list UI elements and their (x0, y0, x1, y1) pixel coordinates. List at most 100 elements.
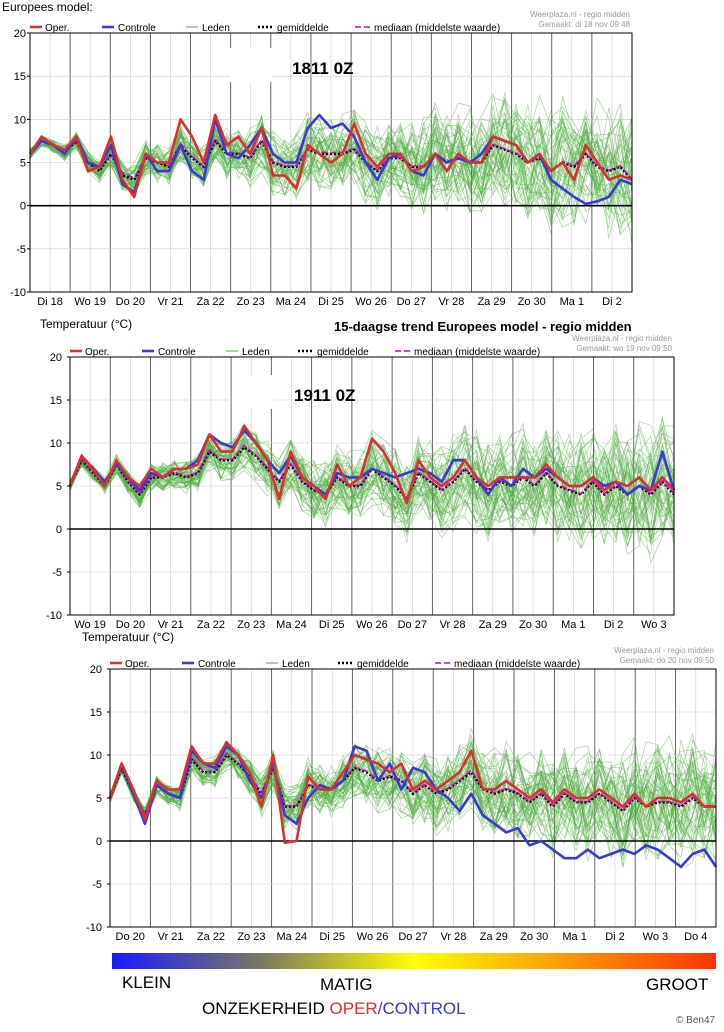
ensemble-member-line (29, 114, 633, 195)
x-tick-label: Vr 21 (158, 619, 184, 631)
y-tick-label: 5 (96, 793, 102, 805)
x-tick-label: Wo 19 (74, 296, 106, 308)
ensemble-member-line (69, 442, 675, 555)
ensemble-member-line (69, 423, 675, 515)
credit: © Ben47 (676, 1015, 716, 1026)
source-label: Weerplaza.nl - regio midden (614, 646, 714, 655)
legend-label-controle: Controle (118, 23, 156, 34)
ensemble-member-line (69, 430, 675, 515)
ensemble-member-line (29, 112, 633, 201)
ensemble-member-line (29, 111, 633, 211)
ensemble-member-line (29, 115, 633, 223)
y-tick-label: 0 (20, 201, 26, 213)
x-tick-label: Ma 1 (562, 931, 586, 943)
x-tick-label: Do 27 (398, 931, 427, 943)
x-tick-label: Wo 19 (74, 619, 106, 631)
ensemble-member-line (69, 439, 675, 533)
ensemble-member-line (109, 744, 717, 856)
mediaan-series-line (109, 752, 716, 816)
ensemble-member-line (29, 129, 633, 233)
x-tick-label: Zo 23 (237, 619, 265, 631)
ensemble-member-line (109, 741, 717, 823)
ensemble-member-line (29, 128, 633, 221)
y-tick-label: 10 (50, 438, 62, 450)
ensemble-member-line (29, 109, 633, 213)
x-tick-label: Zo 23 (237, 931, 265, 943)
run-label-mask (232, 375, 274, 409)
ensemble-member-line (69, 440, 675, 564)
x-tick-label: Do 20 (116, 296, 145, 308)
y-tick-label: -10 (86, 922, 102, 934)
ensemble-member-line (69, 446, 675, 542)
ensemble-member-line (69, 438, 675, 541)
legend-label-controle: Controle (198, 659, 236, 670)
ensemble-member-line (109, 751, 717, 870)
ensemble-member-line (109, 742, 717, 866)
ensemble-member-line (29, 118, 633, 210)
ensemble-member-line (69, 436, 675, 534)
made-timestamp: Gemaakt: do 20 nov 09:50 (620, 656, 715, 665)
ensemble-member-line (69, 440, 675, 543)
legend-label-leden: Leden (242, 347, 270, 358)
x-tick-label: Di 25 (319, 619, 345, 631)
x-tick-label: Za 29 (480, 931, 508, 943)
ensemble-member-line (109, 750, 717, 866)
x-tick-label: Vr 28 (440, 931, 466, 943)
ensemble-member-line (109, 749, 717, 849)
controle-series-line (108, 745, 718, 869)
legend-label-gemiddelde: gemiddelde (277, 23, 329, 34)
partial-y-title-2: Temperatuur (°C) (40, 317, 132, 331)
x-tick-label: Ma 1 (561, 619, 585, 631)
y-tick-label: 5 (20, 158, 26, 170)
ensemble-member-line (109, 743, 717, 846)
ensemble-member-line (29, 118, 633, 197)
ensemble-member-line (109, 734, 717, 822)
y-tick-label: -5 (52, 567, 62, 579)
ensemble-member-line (69, 444, 675, 544)
y-tick-label: -10 (10, 287, 26, 299)
ensemble-member-line (69, 421, 675, 516)
ensemble-member-line (109, 758, 717, 845)
ensemble-member-line (29, 131, 633, 222)
x-tick-label: Ma 24 (276, 296, 307, 308)
ensemble-member-line (109, 743, 717, 841)
ensemble-member-line (109, 733, 717, 835)
ensemble-member-line (69, 439, 675, 543)
ensemble-member-line (29, 128, 633, 234)
caption-control: CONTROL (382, 999, 465, 1018)
ensemble-member-line (29, 117, 633, 207)
ensemble-member-line (69, 444, 675, 527)
ensemble-member-line (29, 113, 633, 206)
source-label: Weerplaza.nl - regio midden (572, 334, 672, 343)
ensemble-member-line (109, 752, 717, 860)
ensemble-member-line (29, 115, 633, 207)
ensemble-member-line (69, 432, 675, 541)
x-tick-label: Za 29 (477, 296, 505, 308)
y-tick-label: 0 (96, 836, 102, 848)
x-tick-label: Wo 26 (355, 296, 387, 308)
ensemble-member-line (69, 450, 675, 547)
x-tick-label: Di 25 (318, 296, 344, 308)
legend-label-mediaan: mediaan (middelste waarde) (454, 659, 580, 670)
y-tick-label: -5 (16, 244, 26, 256)
x-tick-label: Ma 24 (277, 931, 308, 943)
legend-label-oper: Oper. (85, 347, 109, 358)
ensemble-member-line (109, 748, 717, 844)
ensemble-member-line (69, 441, 675, 544)
ensemble-member-line (29, 101, 633, 185)
legend-label-gemiddelde: gemiddelde (317, 347, 369, 358)
made-timestamp: Gemaakt: di 18 nov 09:48 (538, 20, 630, 29)
x-tick-label: Za 29 (479, 619, 507, 631)
ensemble-member-line (69, 446, 675, 540)
x-tick-label: Do 27 (397, 296, 426, 308)
ensemble-member-line (109, 748, 717, 835)
ensemble-member-line (29, 128, 633, 218)
y-tick-label: 10 (14, 114, 26, 126)
ensemble-member-line (69, 425, 675, 510)
x-tick-label: Wo 3 (641, 619, 666, 631)
top-left-label: Europees model: (2, 0, 93, 14)
y-tick-label: 10 (90, 750, 102, 762)
ensemble-member-line (29, 131, 633, 229)
gemiddelde-series-line (29, 139, 633, 182)
